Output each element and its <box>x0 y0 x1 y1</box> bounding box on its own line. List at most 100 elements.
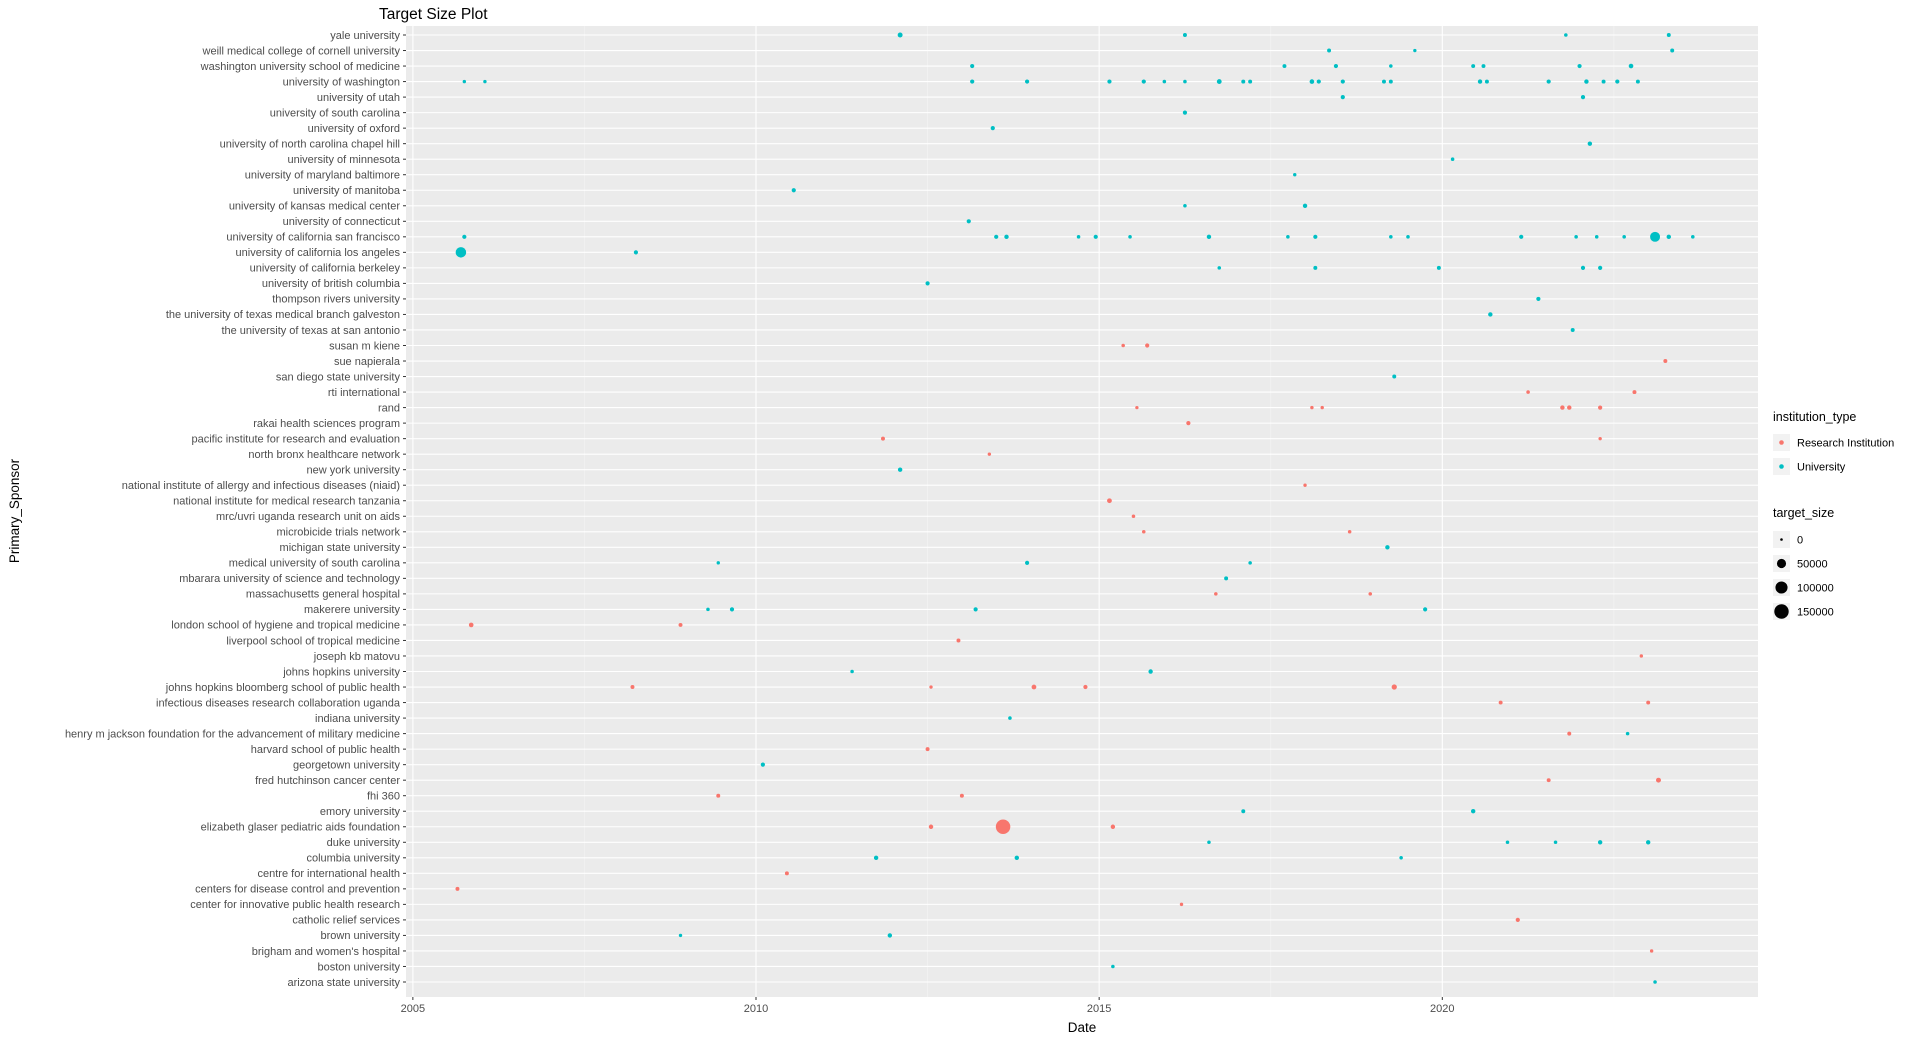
data-point <box>1423 607 1428 612</box>
data-point <box>1553 840 1558 845</box>
y-tick-label: university of connecticut <box>283 216 400 228</box>
y-tick-label: center for innovative public health rese… <box>190 899 400 911</box>
data-point <box>1340 79 1345 84</box>
data-point <box>959 793 964 798</box>
data-point <box>1241 809 1246 814</box>
y-tick-label: johns hopkins bloomberg school of public… <box>165 682 400 694</box>
y-tick-label: london school of hygiene and tropical me… <box>171 620 400 632</box>
data-point <box>706 607 710 612</box>
data-point <box>1110 824 1116 829</box>
data-point <box>1381 79 1386 84</box>
data-point <box>1368 592 1373 596</box>
y-axis-title: Primary_Sponsor <box>7 458 22 563</box>
data-point <box>990 126 995 131</box>
data-point <box>1207 840 1211 845</box>
data-point <box>1564 33 1568 37</box>
y-tick-label: johns hopkins university <box>282 666 400 678</box>
data-point <box>1327 48 1332 53</box>
plot-panel <box>406 26 1758 997</box>
y-tick-label: microbicide trials network <box>277 527 401 539</box>
data-point <box>1481 64 1486 69</box>
plot-title: Target Size Plot <box>379 6 488 23</box>
y-tick-label: university of british columbia <box>262 278 401 290</box>
y-tick-label: washington university school of medicine <box>200 61 400 73</box>
data-point <box>1135 405 1139 410</box>
data-point <box>1450 157 1455 161</box>
y-tick-label: yale university <box>330 30 400 42</box>
data-point <box>1670 48 1675 53</box>
data-point <box>956 638 961 643</box>
data-point <box>1594 235 1599 239</box>
y-tick-label: university of manitoba <box>293 185 401 197</box>
data-point <box>716 793 721 798</box>
data-point <box>1635 79 1640 84</box>
data-point <box>1477 79 1483 84</box>
data-point <box>1014 855 1020 861</box>
data-point <box>929 685 933 689</box>
y-tick-label: boston university <box>317 961 400 973</box>
data-point <box>1653 980 1657 984</box>
data-point <box>1340 94 1345 100</box>
data-point <box>970 63 975 69</box>
y-tick-label: medical university of south carolina <box>229 558 401 570</box>
data-point <box>1121 343 1125 348</box>
y-tick-label: the university of texas medical branch g… <box>166 309 400 321</box>
y-tick-label: san diego state university <box>276 371 401 383</box>
y-tick-label: sue napierala <box>334 356 401 368</box>
data-point <box>928 824 934 829</box>
data-point <box>1649 949 1654 953</box>
y-tick-label: university of minnesota <box>288 154 401 166</box>
data-point <box>716 561 720 565</box>
data-point <box>1436 265 1441 270</box>
x-tick-label: 2020 <box>1430 1003 1454 1015</box>
y-tick-label: university of south carolina <box>270 107 401 119</box>
data-point <box>1584 79 1589 84</box>
legend-size-label: 0 <box>1797 535 1803 547</box>
data-point <box>1333 63 1339 69</box>
y-tick-label: michigan state university <box>280 542 401 554</box>
y-tick-label: university of california los angeles <box>236 247 401 259</box>
data-point <box>1567 731 1572 736</box>
data-point <box>1076 235 1081 239</box>
data-point <box>1598 405 1603 410</box>
y-tick-label: the university of texas at san antonio <box>221 325 400 337</box>
data-point <box>1471 64 1476 69</box>
data-point <box>1206 234 1212 240</box>
data-point <box>1656 777 1661 783</box>
y-tick-label: university of washington <box>283 76 400 88</box>
data-point <box>462 234 467 239</box>
data-point <box>462 79 467 84</box>
y-tick-label: emory university <box>320 806 401 818</box>
data-point <box>1141 79 1146 84</box>
data-point <box>1128 235 1132 239</box>
data-point <box>468 622 474 628</box>
data-point <box>1389 64 1393 68</box>
data-point <box>1286 235 1290 239</box>
data-point <box>1389 235 1393 239</box>
y-tick-label: rand <box>378 402 400 414</box>
data-point <box>1008 716 1012 720</box>
y-tick-label: liverpool school of tropical medicine <box>226 635 400 647</box>
y-tick-label: rti international <box>328 387 400 399</box>
y-tick-label: university of north carolina chapel hill <box>220 138 400 150</box>
y-tick-label: pacific institute for research and evalu… <box>191 433 400 445</box>
data-point <box>1413 48 1417 53</box>
data-point <box>994 234 999 239</box>
data-point <box>1488 312 1493 317</box>
legend-size-swatch <box>1776 558 1787 569</box>
y-tick-label: mrc/uvri uganda research unit on aids <box>216 511 401 523</box>
data-point <box>1646 700 1651 705</box>
x-tick-label: 2005 <box>401 1003 425 1015</box>
data-point <box>1083 684 1088 690</box>
y-tick-label: infectious diseases research collaborati… <box>156 697 401 709</box>
x-axis: 2005 2010 2015 2020 <box>401 997 1455 1015</box>
legend-size-label: 100000 <box>1797 583 1834 595</box>
data-points <box>455 32 1695 984</box>
data-point <box>1391 684 1397 690</box>
legend-color-swatch <box>1779 440 1784 445</box>
data-point <box>1162 79 1167 84</box>
data-point <box>1183 204 1187 208</box>
data-point <box>973 607 978 612</box>
data-point <box>1320 405 1324 410</box>
y-tick-label: duke university <box>327 837 401 849</box>
